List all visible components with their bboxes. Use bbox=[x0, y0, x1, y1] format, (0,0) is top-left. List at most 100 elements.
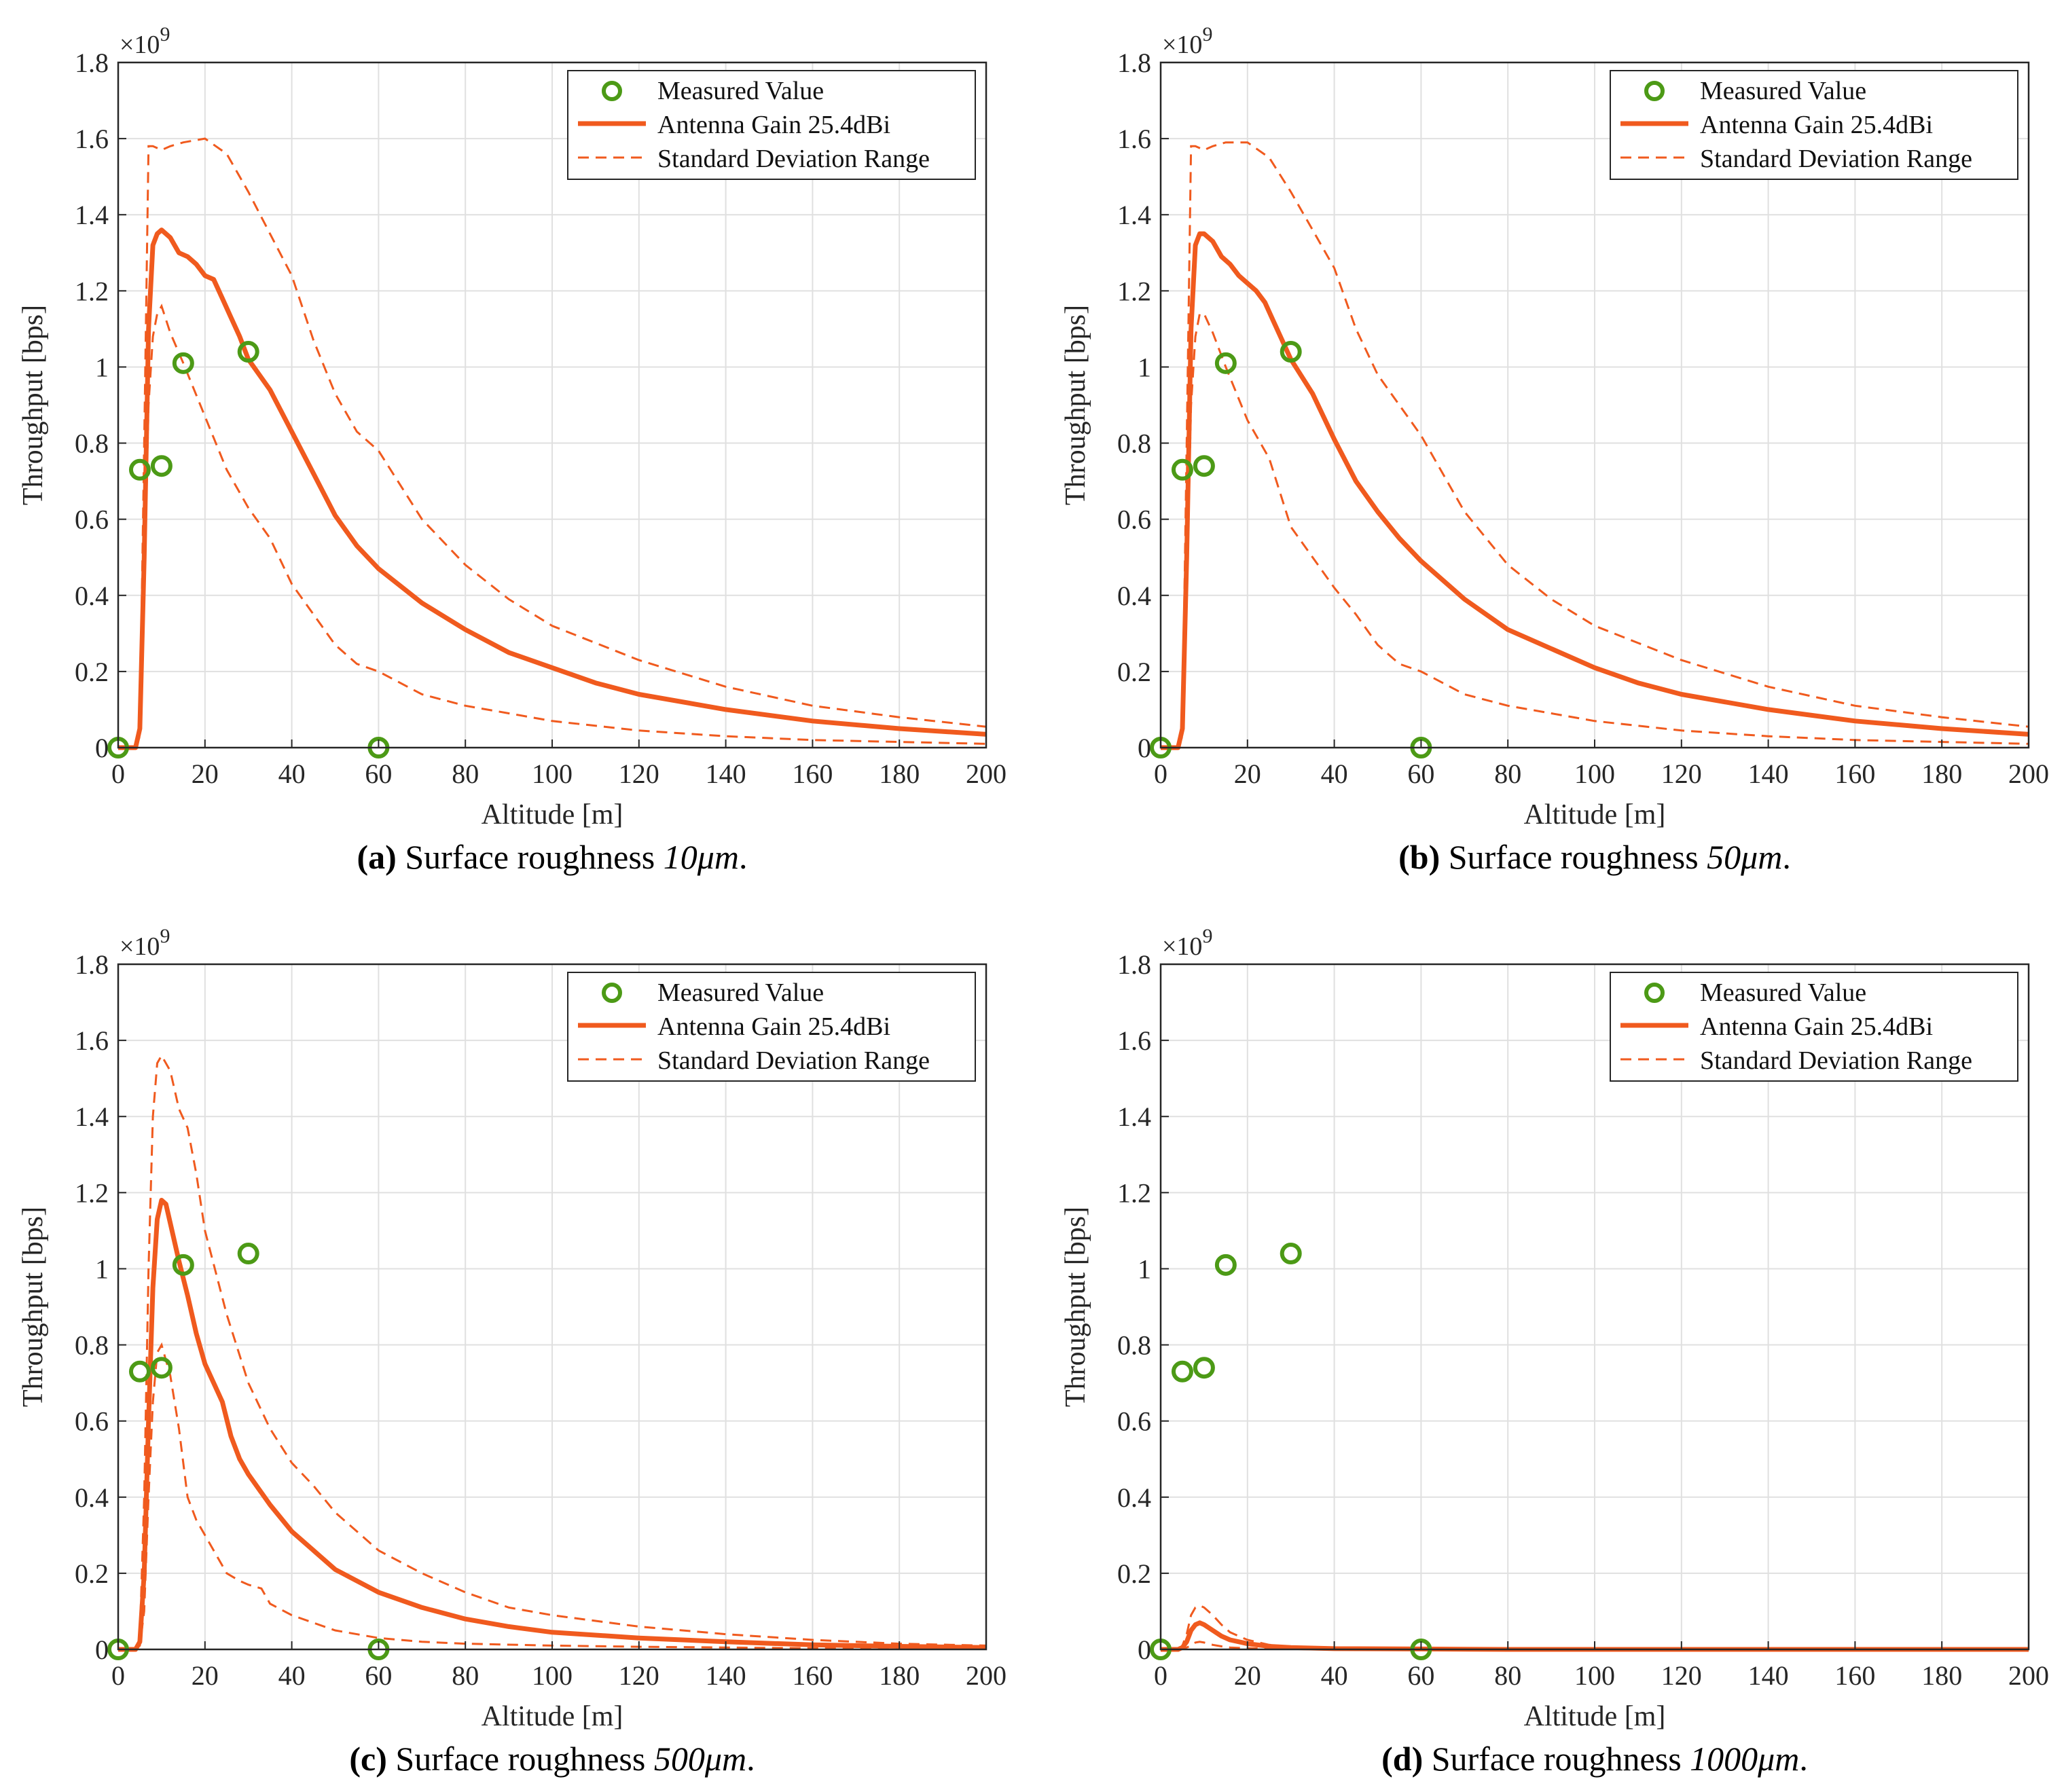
x-tick-label: 140 bbox=[1748, 758, 1789, 789]
measured-point bbox=[1171, 458, 1193, 481]
legend-marker-measured bbox=[602, 983, 622, 1003]
legend-label-measured: Measured Value bbox=[657, 979, 824, 1007]
y-tick-label: 0 bbox=[95, 733, 109, 763]
y-tick-label: 0.6 bbox=[75, 1406, 109, 1437]
x-axis-label: Altitude [m] bbox=[482, 1701, 623, 1732]
legend-label-std: Standard Deviation Range bbox=[657, 1046, 930, 1075]
x-tick-label: 0 bbox=[111, 1660, 125, 1691]
measured-point bbox=[172, 1254, 194, 1276]
legend-label-measured: Measured Value bbox=[657, 77, 824, 105]
caption-end: . bbox=[746, 1740, 755, 1778]
y-tick-label: 0.8 bbox=[75, 428, 109, 459]
y-tick-label: 0.2 bbox=[1117, 1558, 1151, 1589]
x-tick-label: 160 bbox=[792, 758, 833, 789]
legend-label-std: Standard Deviation Range bbox=[1700, 145, 1972, 173]
x-tick-label: 60 bbox=[1407, 758, 1434, 789]
x-tick-label: 160 bbox=[1834, 758, 1875, 789]
x-tick-label: 0 bbox=[111, 758, 125, 789]
legend-marker-measured bbox=[1644, 983, 1665, 1003]
x-tick-label: 120 bbox=[619, 758, 659, 789]
x-tick-label: 100 bbox=[1574, 758, 1615, 789]
y-tick-label: 0.6 bbox=[75, 505, 109, 535]
y-tick-label: 0 bbox=[1138, 1634, 1151, 1665]
measured-point bbox=[1280, 1243, 1302, 1265]
y-axis-label: Throughput [bps] bbox=[18, 305, 49, 505]
legend: Measured Value Antenna Gain 25.4dBi Standa… bbox=[567, 70, 976, 180]
y-tick-label: 0.2 bbox=[75, 657, 109, 687]
y-tick-label: 0.4 bbox=[75, 581, 109, 611]
x-tick-label: 140 bbox=[706, 1660, 746, 1691]
std-lower-line bbox=[1161, 312, 2029, 749]
y-tick-label: 1.4 bbox=[75, 200, 109, 230]
x-tick-label: 40 bbox=[1321, 1660, 1348, 1691]
y-tick-label: 1.4 bbox=[75, 1101, 109, 1132]
caption-math: 500μm bbox=[654, 1740, 746, 1778]
y-exponent: ×109 bbox=[120, 23, 170, 59]
y-tick-label: 1.4 bbox=[1117, 1101, 1151, 1132]
y-tick-label: 1.6 bbox=[1117, 1025, 1151, 1056]
x-tick-label: 60 bbox=[365, 758, 392, 789]
caption-tag: (d) bbox=[1381, 1740, 1423, 1778]
legend-label-measured: Measured Value bbox=[1700, 979, 1866, 1007]
measured-point bbox=[1280, 341, 1302, 363]
legend-marker-measured bbox=[602, 81, 622, 101]
x-tick-label: 100 bbox=[1574, 1660, 1615, 1691]
y-exponent: ×109 bbox=[120, 925, 170, 961]
y-tick-label: 1.8 bbox=[75, 48, 109, 78]
measured-point bbox=[128, 1360, 151, 1383]
y-axis-label: Throughput [bps] bbox=[1060, 305, 1091, 505]
x-tick-label: 120 bbox=[619, 1660, 659, 1691]
x-tick-label: 200 bbox=[966, 1660, 1007, 1691]
y-tick-label: 1.2 bbox=[1117, 276, 1151, 306]
x-tick-label: 120 bbox=[1661, 1660, 1702, 1691]
measured-point bbox=[1214, 1254, 1237, 1276]
caption-math: 1000μm bbox=[1690, 1740, 1799, 1778]
caption-end: . bbox=[1799, 1740, 1808, 1778]
y-exponent: ×109 bbox=[1162, 23, 1212, 59]
y-exponent: ×109 bbox=[1162, 925, 1212, 961]
x-tick-label: 140 bbox=[706, 758, 746, 789]
y-tick-label: 1 bbox=[1138, 1254, 1151, 1284]
caption-text: Surface roughness bbox=[395, 1740, 645, 1778]
caption-end: . bbox=[1782, 838, 1791, 876]
y-tick-label: 1 bbox=[1138, 352, 1151, 382]
x-tick-label: 40 bbox=[278, 1660, 306, 1691]
x-axis-label: Altitude [m] bbox=[482, 799, 623, 830]
legend-label-antenna: Antenna Gain 25.4dBi bbox=[657, 111, 890, 139]
x-tick-label: 80 bbox=[1494, 758, 1521, 789]
x-tick-label: 100 bbox=[532, 1660, 573, 1691]
y-tick-label: 1.8 bbox=[1117, 949, 1151, 980]
legend-label-antenna: Antenna Gain 25.4dBi bbox=[1700, 1012, 1933, 1041]
x-tick-label: 20 bbox=[1234, 1660, 1261, 1691]
caption-math: 10μm bbox=[664, 838, 739, 876]
measured-point bbox=[237, 341, 259, 363]
y-exponent-base: ×10 bbox=[1162, 31, 1202, 59]
y-tick-label: 1.2 bbox=[1117, 1177, 1151, 1208]
y-tick-label: 0.2 bbox=[75, 1558, 109, 1589]
y-axis-label: Throughput [bps] bbox=[1060, 1207, 1091, 1407]
y-exponent-base: ×10 bbox=[1162, 932, 1202, 961]
x-tick-label: 180 bbox=[1921, 758, 1962, 789]
x-tick-label: 60 bbox=[1407, 1660, 1434, 1691]
caption-text: Surface roughness bbox=[405, 838, 655, 876]
antenna-gain-line bbox=[118, 227, 987, 750]
legend-label-std: Standard Deviation Range bbox=[657, 145, 930, 173]
x-tick-label: 40 bbox=[278, 758, 306, 789]
y-exponent-power: 9 bbox=[1202, 23, 1212, 45]
y-tick-label: 1.6 bbox=[1117, 124, 1151, 154]
measured-point bbox=[1193, 455, 1215, 477]
legend: Measured Value Antenna Gain 25.4dBi Standa… bbox=[1610, 70, 2018, 180]
caption-tag: (b) bbox=[1398, 838, 1440, 876]
y-exponent-power: 9 bbox=[160, 925, 170, 947]
panel-c: 0 20 40 60 80 100 120 140 160 180 200 0 0.2 0.4 0.6 0.8… bbox=[18, 925, 1007, 1778]
y-axis-label: Throughput [bps] bbox=[18, 1207, 49, 1407]
y-tick-label: 0.4 bbox=[1117, 581, 1151, 611]
caption-text: Surface roughness bbox=[1449, 838, 1699, 876]
y-tick-label: 1.4 bbox=[1117, 200, 1151, 230]
y-tick-label: 1 bbox=[95, 1254, 109, 1284]
y-tick-label: 0.4 bbox=[75, 1482, 109, 1513]
y-exponent-power: 9 bbox=[1202, 925, 1212, 947]
panel-d: 0 20 40 60 80 100 120 140 160 180 200 0 0.2 0.4 0.6 0.8… bbox=[1060, 925, 2049, 1778]
x-axis-label: Altitude [m] bbox=[1524, 1701, 1666, 1732]
